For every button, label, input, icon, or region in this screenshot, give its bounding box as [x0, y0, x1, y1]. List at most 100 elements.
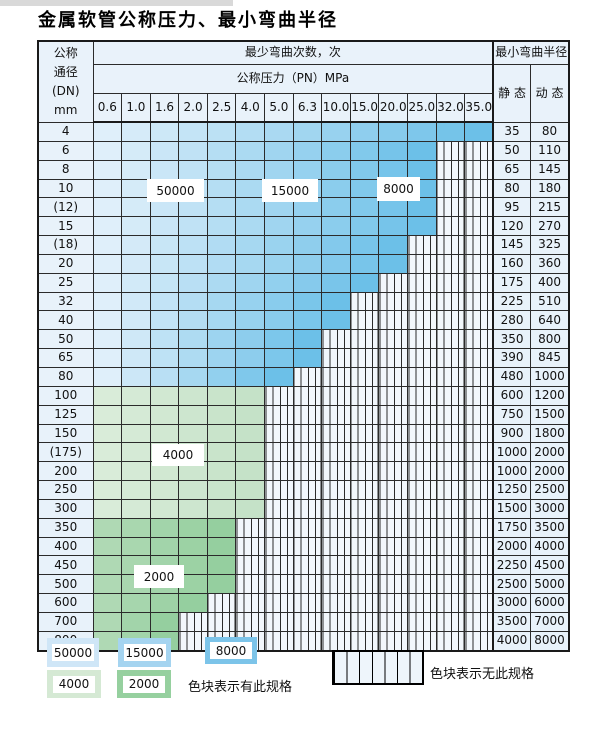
spec-available-cell [206, 348, 237, 368]
spec-unavailable-cell [292, 630, 323, 652]
spec-available-cell [206, 442, 237, 463]
spec-unavailable-cell [321, 536, 351, 557]
spec-unavailable-cell [292, 366, 323, 387]
spec-available-cell [121, 310, 151, 331]
pressure-col-header: 6.3 [292, 93, 323, 123]
spec-unavailable-cell [264, 461, 294, 482]
table-row: 125 750 1500 [37, 404, 570, 425]
spec-available-cell [121, 404, 151, 425]
spec-available-cell [349, 235, 380, 255]
spec-available-cell [407, 140, 437, 161]
cycle-count-label-8000: 8000 [377, 177, 420, 201]
dynamic-radius-value: 800 [529, 329, 570, 350]
spec-available-cell [264, 272, 294, 293]
legend-has-spec-text: 色块表示有此规格 [188, 680, 293, 695]
spec-available-cell [264, 329, 294, 350]
spec-unavailable-cell [464, 310, 494, 331]
dn-label: 65 [37, 348, 94, 368]
spec-available-cell [149, 404, 180, 425]
spec-available-cell [264, 159, 294, 180]
spec-unavailable-cell [435, 423, 466, 444]
spec-unavailable-cell [378, 442, 409, 463]
dynamic-radius-value: 80 [529, 121, 570, 142]
spec-unavailable-cell [264, 611, 294, 632]
dn-label: 700 [37, 611, 94, 632]
spec-available-cell [149, 423, 180, 444]
table-row: 20 160 360 [37, 253, 570, 274]
spec-unavailable-cell [435, 253, 466, 274]
dynamic-radius-value: 845 [529, 348, 570, 368]
spec-unavailable-cell [264, 630, 294, 652]
spec-available-cell [321, 197, 351, 218]
spec-unavailable-cell [206, 593, 237, 613]
spec-available-cell [149, 366, 180, 387]
static-radius-value: 600 [492, 385, 531, 406]
spec-unavailable-cell [464, 536, 494, 557]
spec-available-cell [149, 140, 180, 161]
spec-unavailable-cell [292, 385, 323, 406]
static-radius-value: 2000 [492, 536, 531, 557]
dynamic-radius-value: 2000 [529, 442, 570, 463]
dn-label: 450 [37, 555, 94, 576]
spec-unavailable-cell [378, 291, 409, 312]
dn-header-line: mm [54, 102, 78, 117]
pressure-col-header: 32.0 [435, 93, 466, 123]
table-row: 400 2000 4000 [37, 536, 570, 557]
spec-available-cell [92, 121, 123, 142]
spec-available-cell [121, 366, 151, 387]
spec-unavailable-cell [464, 517, 494, 538]
static-radius-value: 900 [492, 423, 531, 444]
spec-available-cell [121, 235, 151, 255]
spec-unavailable-cell [464, 442, 494, 463]
spec-unavailable-cell [407, 385, 437, 406]
spec-available-cell [264, 121, 294, 142]
spec-unavailable-cell [264, 480, 294, 500]
spec-available-cell [321, 121, 351, 142]
spec-available-cell [178, 517, 208, 538]
spec-available-cell [149, 159, 180, 180]
dynamic-radius-value: 3500 [529, 517, 570, 538]
dynamic-radius-value: 8000 [529, 630, 570, 652]
spec-unavailable-cell [407, 291, 437, 312]
spec-unavailable-cell [435, 348, 466, 368]
spec-unavailable-cell [435, 630, 466, 652]
spec-unavailable-cell [378, 593, 409, 613]
spec-unavailable-cell [435, 517, 466, 538]
spec-available-cell [121, 291, 151, 312]
spec-unavailable-cell [264, 574, 294, 595]
spec-unavailable-cell [464, 159, 494, 180]
spec-unavailable-cell [378, 404, 409, 425]
static-radius-value: 145 [492, 235, 531, 255]
spec-available-cell [206, 272, 237, 293]
spec-available-cell [292, 159, 323, 180]
spec-unavailable-cell [349, 404, 380, 425]
spec-available-cell [149, 611, 180, 632]
spec-unavailable-cell [435, 555, 466, 576]
spec-unavailable-cell [407, 348, 437, 368]
legend-swatch-15000: 15000 [118, 638, 171, 667]
static-radius-value: 50 [492, 140, 531, 161]
spec-available-cell [92, 329, 123, 350]
spec-available-cell [264, 366, 294, 387]
spec-available-cell [206, 574, 237, 595]
spec-unavailable-cell [235, 536, 266, 557]
spec-unavailable-cell [435, 310, 466, 331]
spec-available-cell [349, 272, 380, 293]
spec-unavailable-cell [407, 630, 437, 652]
spec-available-cell [178, 216, 208, 237]
spec-available-cell [178, 536, 208, 557]
spec-unavailable-cell [292, 555, 323, 576]
spec-available-cell [121, 385, 151, 406]
table-row: 200 1000 2000 [37, 461, 570, 482]
spec-available-cell [235, 272, 266, 293]
dynamic-header: 动 态 [529, 64, 570, 123]
pressure-col-header: 1.6 [149, 93, 180, 123]
spec-available-cell [435, 121, 466, 142]
spec-unavailable-cell [378, 461, 409, 482]
table-row: 150 900 1800 [37, 423, 570, 444]
spec-unavailable-cell [435, 404, 466, 425]
spec-available-cell [235, 348, 266, 368]
spec-available-cell [206, 235, 237, 255]
spec-unavailable-cell [349, 498, 380, 519]
spec-unavailable-cell [464, 140, 494, 161]
